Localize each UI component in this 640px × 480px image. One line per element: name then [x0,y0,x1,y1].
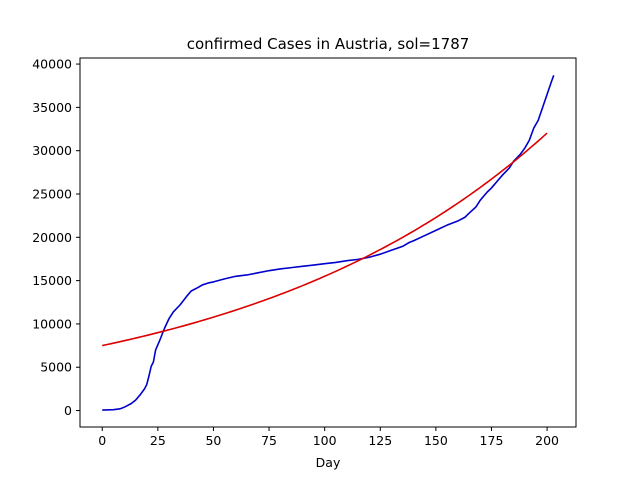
y-tick-label: 10000 [32,316,72,331]
x-tick-label: 100 [313,433,337,448]
x-tick-label: 25 [150,433,166,448]
x-tick-label: 50 [205,433,221,448]
x-tick-label: 200 [535,433,559,448]
y-tick-label: 25000 [32,186,72,201]
x-axis-label: Day [316,455,341,470]
y-tick-label: 5000 [40,360,72,375]
y-tick-label: 40000 [32,57,72,72]
y-axis: 0 5000 10000 15000 20000 25000 30000 35000 40000 [32,57,80,418]
x-axis: 0 25 50 75 100 125 150 175 200 [98,427,559,448]
x-tick-label: 0 [98,433,106,448]
y-tick-label: 0 [64,403,72,418]
chart-title: confirmed Cases in Austria, sol=1787 [187,35,470,53]
x-tick-label: 175 [480,433,504,448]
x-tick-label: 150 [424,433,448,448]
y-tick-label: 20000 [32,230,72,245]
x-tick-label: 125 [368,433,392,448]
series-line-confirmed [102,75,555,411]
y-tick-label: 30000 [32,143,72,158]
axes-frame [79,57,577,428]
plot-area [102,75,555,411]
series-line-fit [102,132,548,347]
x-tick-label: 75 [261,433,277,448]
y-tick-label: 35000 [32,100,72,115]
y-tick-label: 15000 [32,273,72,288]
